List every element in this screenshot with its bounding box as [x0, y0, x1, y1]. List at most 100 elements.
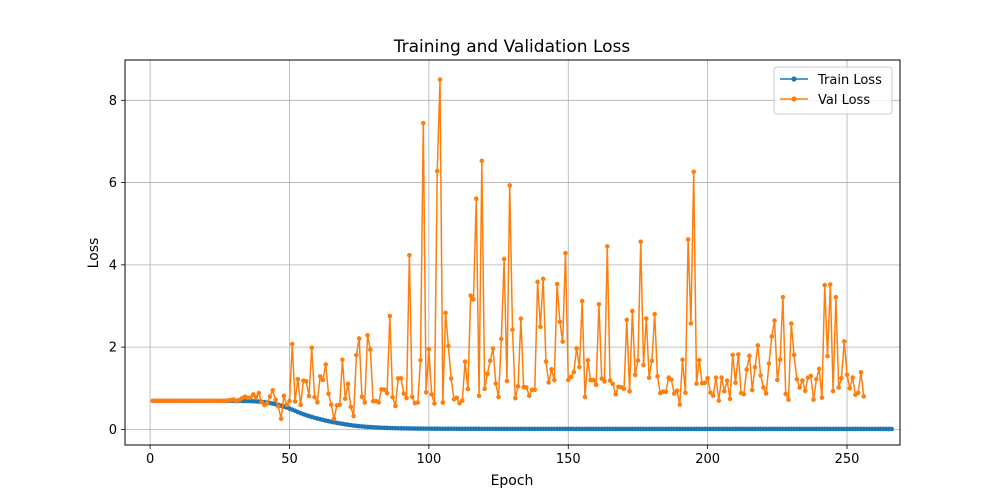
val-loss-point [496, 394, 501, 400]
val-loss-point [462, 359, 468, 364]
val-loss-point [398, 376, 404, 381]
val-loss-point [295, 376, 301, 382]
axes-frame [124, 59, 901, 446]
val-loss-point [248, 395, 253, 400]
val-loss-point [524, 385, 529, 390]
val-loss-point [733, 380, 738, 386]
val-loss-point [312, 394, 317, 400]
val-loss-point [819, 395, 825, 400]
val-loss-point [535, 279, 540, 285]
val-loss-point [289, 341, 295, 347]
val-loss-point [788, 321, 794, 326]
val-loss-point [256, 390, 262, 396]
val-loss-point [356, 336, 362, 341]
val-loss-point [384, 390, 390, 396]
val-loss-point [482, 386, 487, 392]
x-axis-label: Epoch [491, 473, 534, 489]
val-loss-point [429, 392, 434, 397]
val-loss-point [306, 393, 312, 399]
legend-val-marker [791, 96, 797, 102]
val-loss-point [596, 302, 602, 307]
val-loss-point [722, 388, 727, 394]
val-loss-point [543, 359, 549, 364]
val-loss-point [585, 357, 591, 363]
val-loss-point [641, 362, 646, 368]
val-loss-point [342, 396, 348, 402]
val-loss-point [736, 352, 741, 357]
val-loss-point [437, 77, 443, 82]
val-loss-point [532, 387, 538, 393]
val-loss-point [538, 324, 543, 330]
val-loss-point [434, 168, 440, 174]
val-loss-point [549, 366, 554, 372]
val-loss-point [485, 371, 490, 377]
val-loss-point [418, 357, 423, 363]
val-loss-point [443, 310, 448, 316]
val-loss-point [630, 308, 635, 314]
val-loss-point [317, 374, 323, 379]
val-loss-point [554, 281, 560, 287]
val-loss-point [326, 391, 331, 397]
val-loss-point [755, 343, 761, 348]
val-loss-point [741, 391, 747, 397]
val-loss-point [730, 352, 736, 358]
val-loss-point [683, 390, 688, 395]
y-tick-label: 8 [109, 94, 117, 109]
val-loss-point [376, 400, 381, 405]
val-loss-point [783, 391, 788, 397]
val-loss-point [493, 381, 499, 386]
series-layer [150, 77, 894, 432]
val-loss-point [727, 396, 733, 402]
val-loss-point [560, 339, 565, 344]
val-loss-point [552, 377, 557, 383]
val-loss-point [593, 382, 599, 388]
val-loss-point [563, 250, 568, 256]
val-loss-point [713, 375, 719, 381]
val-loss-point [836, 385, 841, 390]
val-loss-point [613, 391, 618, 397]
legend-train-label: Train Loss [817, 73, 882, 88]
val-loss-point [814, 376, 819, 382]
val-loss-point [800, 378, 805, 383]
val-loss-point [685, 237, 691, 242]
val-loss-point [409, 394, 415, 400]
val-loss-point [323, 362, 329, 367]
x-ticks: 0 50 100 150 200 250 [146, 445, 859, 467]
val-loss-point [850, 375, 855, 380]
val-loss-point [253, 394, 259, 400]
val-loss-point [315, 400, 320, 405]
val-loss-point [420, 120, 426, 126]
val-loss-point [772, 318, 777, 323]
val-loss-point [546, 380, 552, 385]
val-loss-point [526, 393, 532, 399]
val-loss-point [515, 383, 521, 389]
val-loss-point [359, 394, 365, 400]
val-loss-point [744, 367, 749, 372]
legend-val-label: Val Loss [818, 93, 870, 108]
val-loss-point [490, 346, 496, 351]
val-loss-point [719, 375, 724, 380]
val-loss-point [457, 400, 462, 406]
val-loss-point [766, 361, 772, 366]
val-loss-point [716, 398, 722, 403]
val-loss-point [604, 244, 610, 249]
val-loss-point [724, 378, 730, 383]
y-ticks: 0 2 4 6 8 [109, 94, 125, 438]
val-loss-point [644, 316, 649, 321]
val-loss-point [354, 352, 359, 358]
legend: Train Loss Val Loss [773, 66, 893, 115]
val-loss-point [287, 398, 292, 404]
val-loss-point [415, 400, 421, 405]
val-loss-point [627, 389, 632, 394]
val-loss-point [696, 357, 702, 363]
val-loss-point [468, 293, 473, 298]
val-loss-point [780, 294, 786, 300]
val-loss-point [499, 336, 504, 342]
val-loss-point [426, 346, 432, 352]
val-loss-point [632, 372, 638, 378]
val-loss-point [368, 347, 373, 352]
val-loss-point [507, 183, 513, 188]
val-loss-point [839, 375, 844, 381]
val-loss-point [362, 400, 368, 405]
